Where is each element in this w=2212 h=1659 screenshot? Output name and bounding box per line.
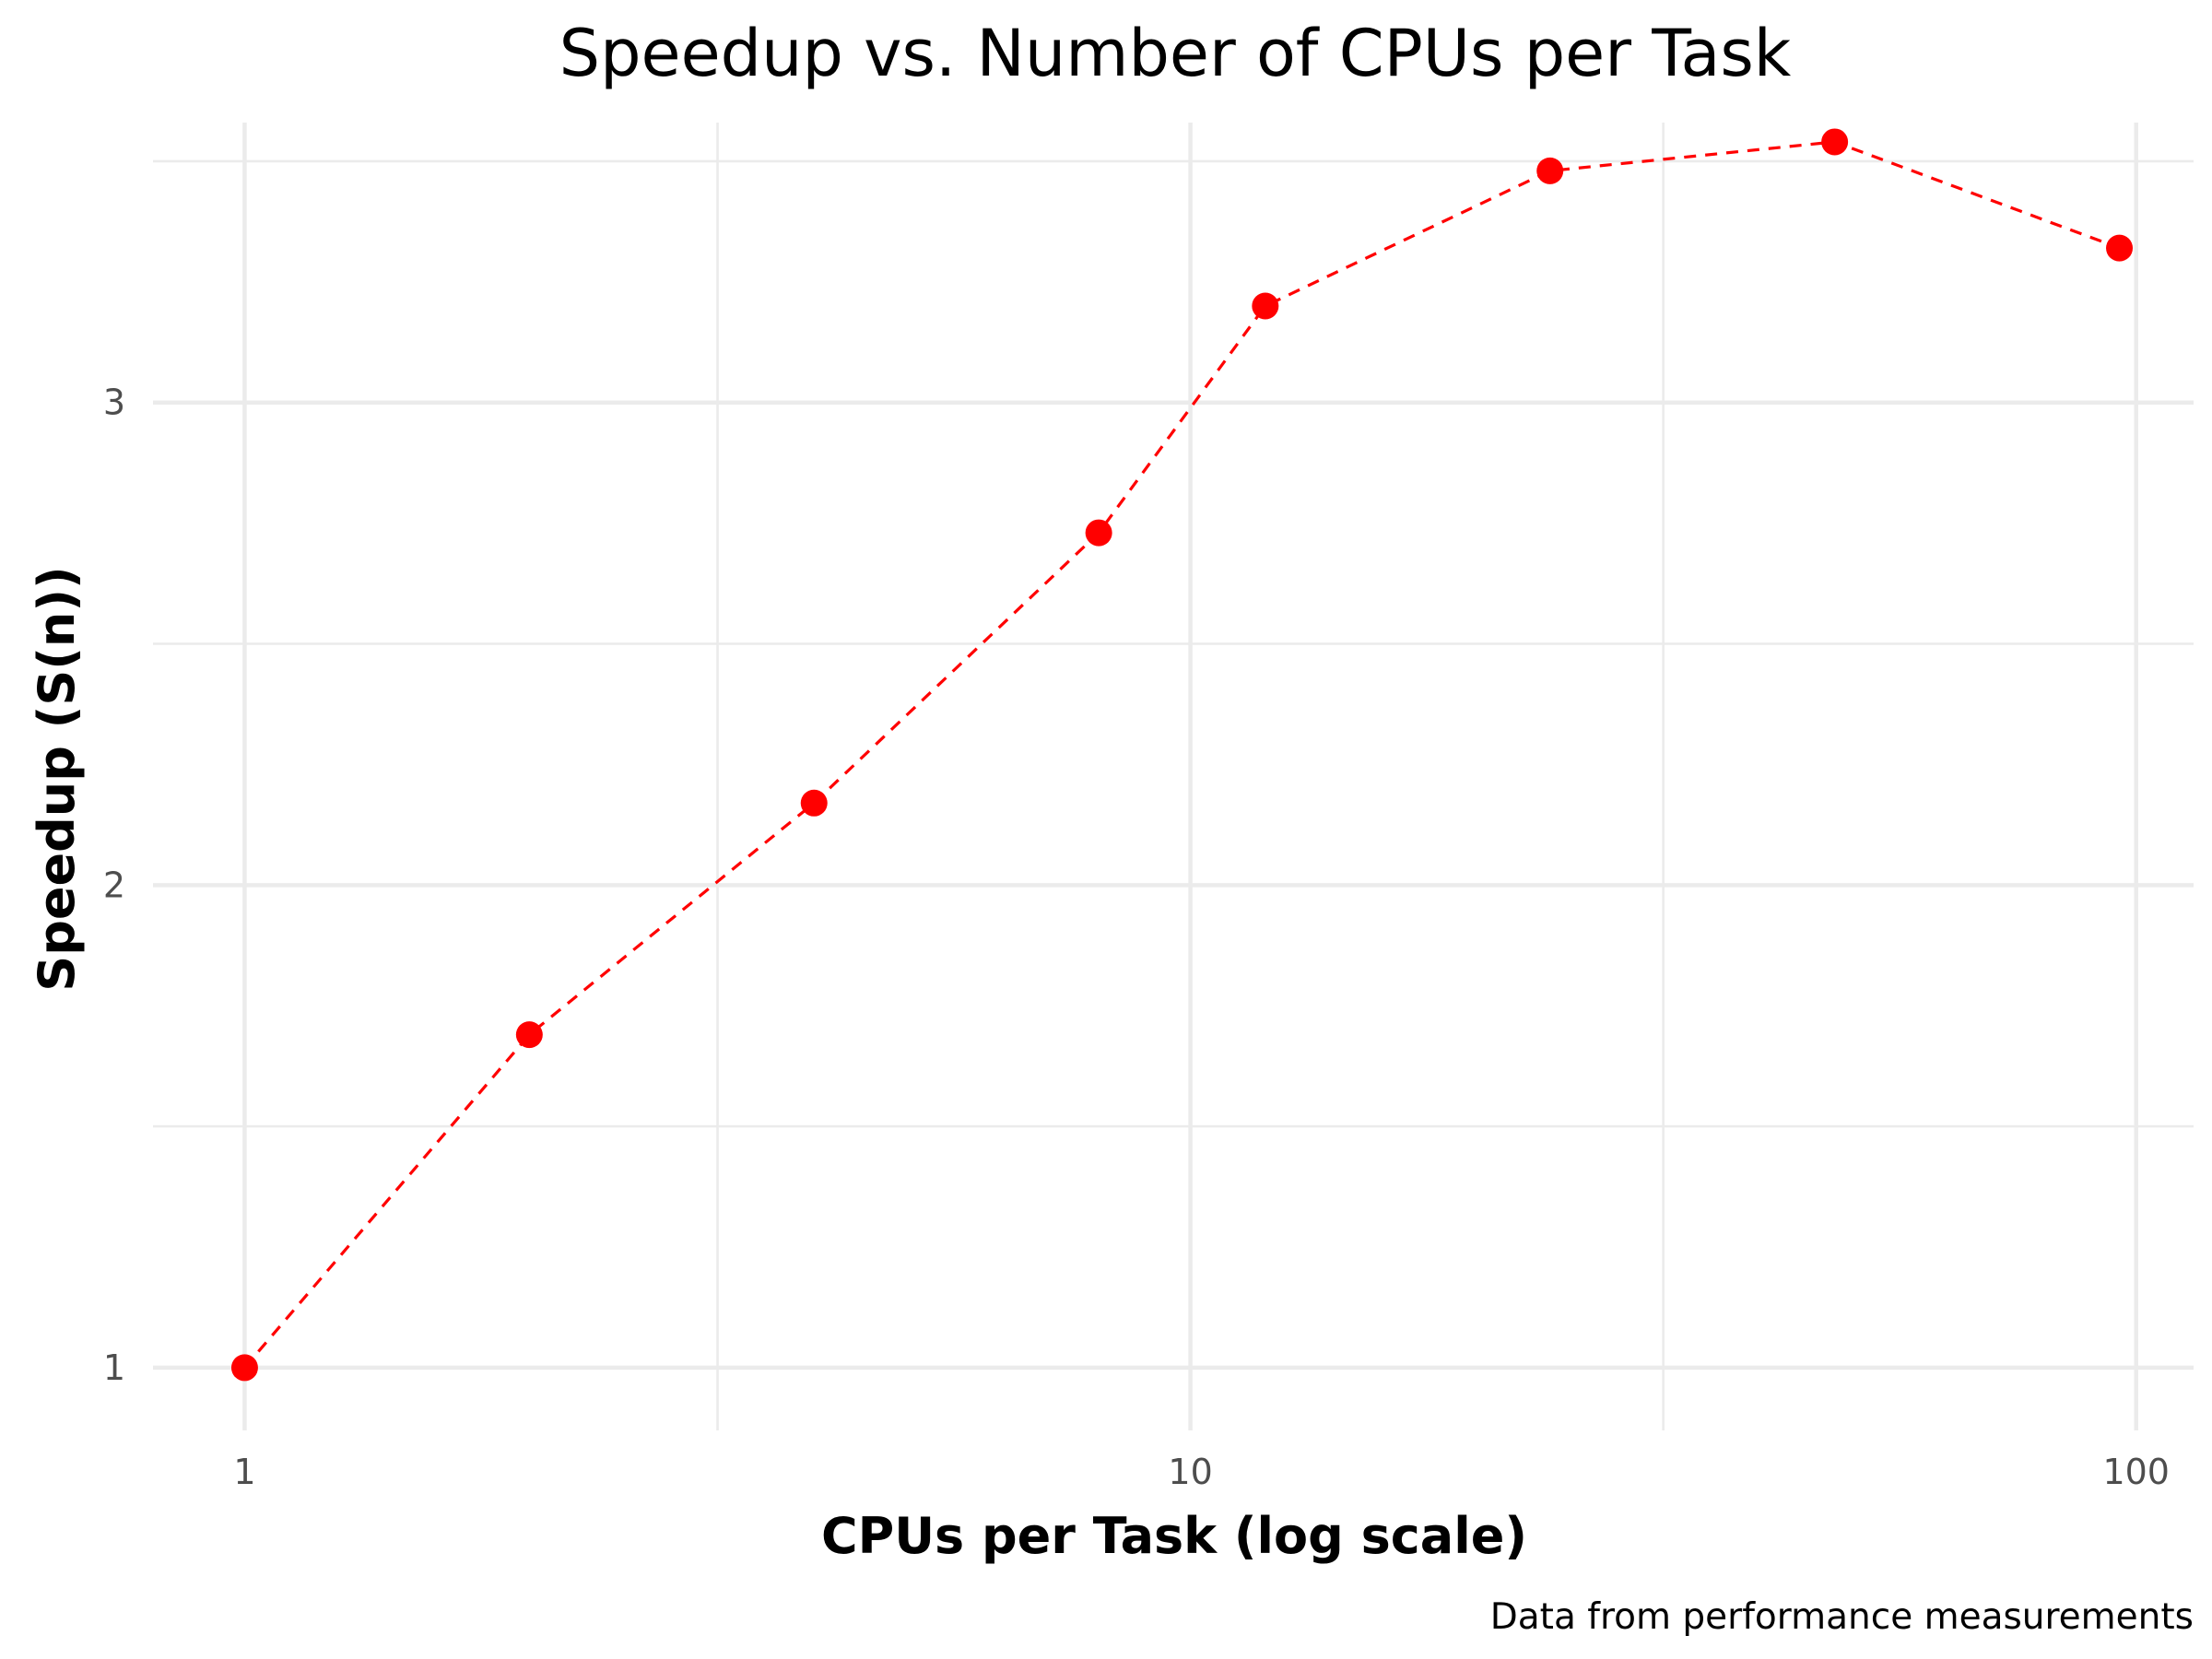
data-point — [800, 789, 828, 817]
x-tick-label: 10 — [1168, 1452, 1212, 1492]
y-tick-label: 1 — [103, 1347, 125, 1388]
data-point — [1821, 128, 1849, 156]
x-tick-label: 1 — [233, 1452, 255, 1492]
data-point — [1536, 157, 1564, 184]
data-point — [515, 1021, 543, 1049]
data-point — [1085, 519, 1112, 547]
y-tick-label: 3 — [103, 382, 125, 423]
y-axis-title: Speedup (S(n)) — [28, 566, 86, 991]
chart-title: Speedup vs. Number of CPUs per Task — [559, 16, 1792, 91]
tick-labels: 1 10 100 1 2 3 — [103, 382, 2170, 1492]
data-point — [230, 1354, 258, 1382]
x-axis-title: CPUs per Task (log scale) — [821, 1507, 1527, 1565]
plot-series — [230, 128, 2134, 1382]
series-line — [243, 140, 2121, 1369]
data-point — [1252, 292, 1279, 320]
y-tick-label: 2 — [103, 865, 125, 905]
data-point — [2106, 234, 2134, 262]
x-tick-label: 100 — [2102, 1452, 2170, 1492]
grid — [153, 123, 2194, 1430]
chart-caption: Data from performance measurements — [1490, 1596, 2194, 1638]
